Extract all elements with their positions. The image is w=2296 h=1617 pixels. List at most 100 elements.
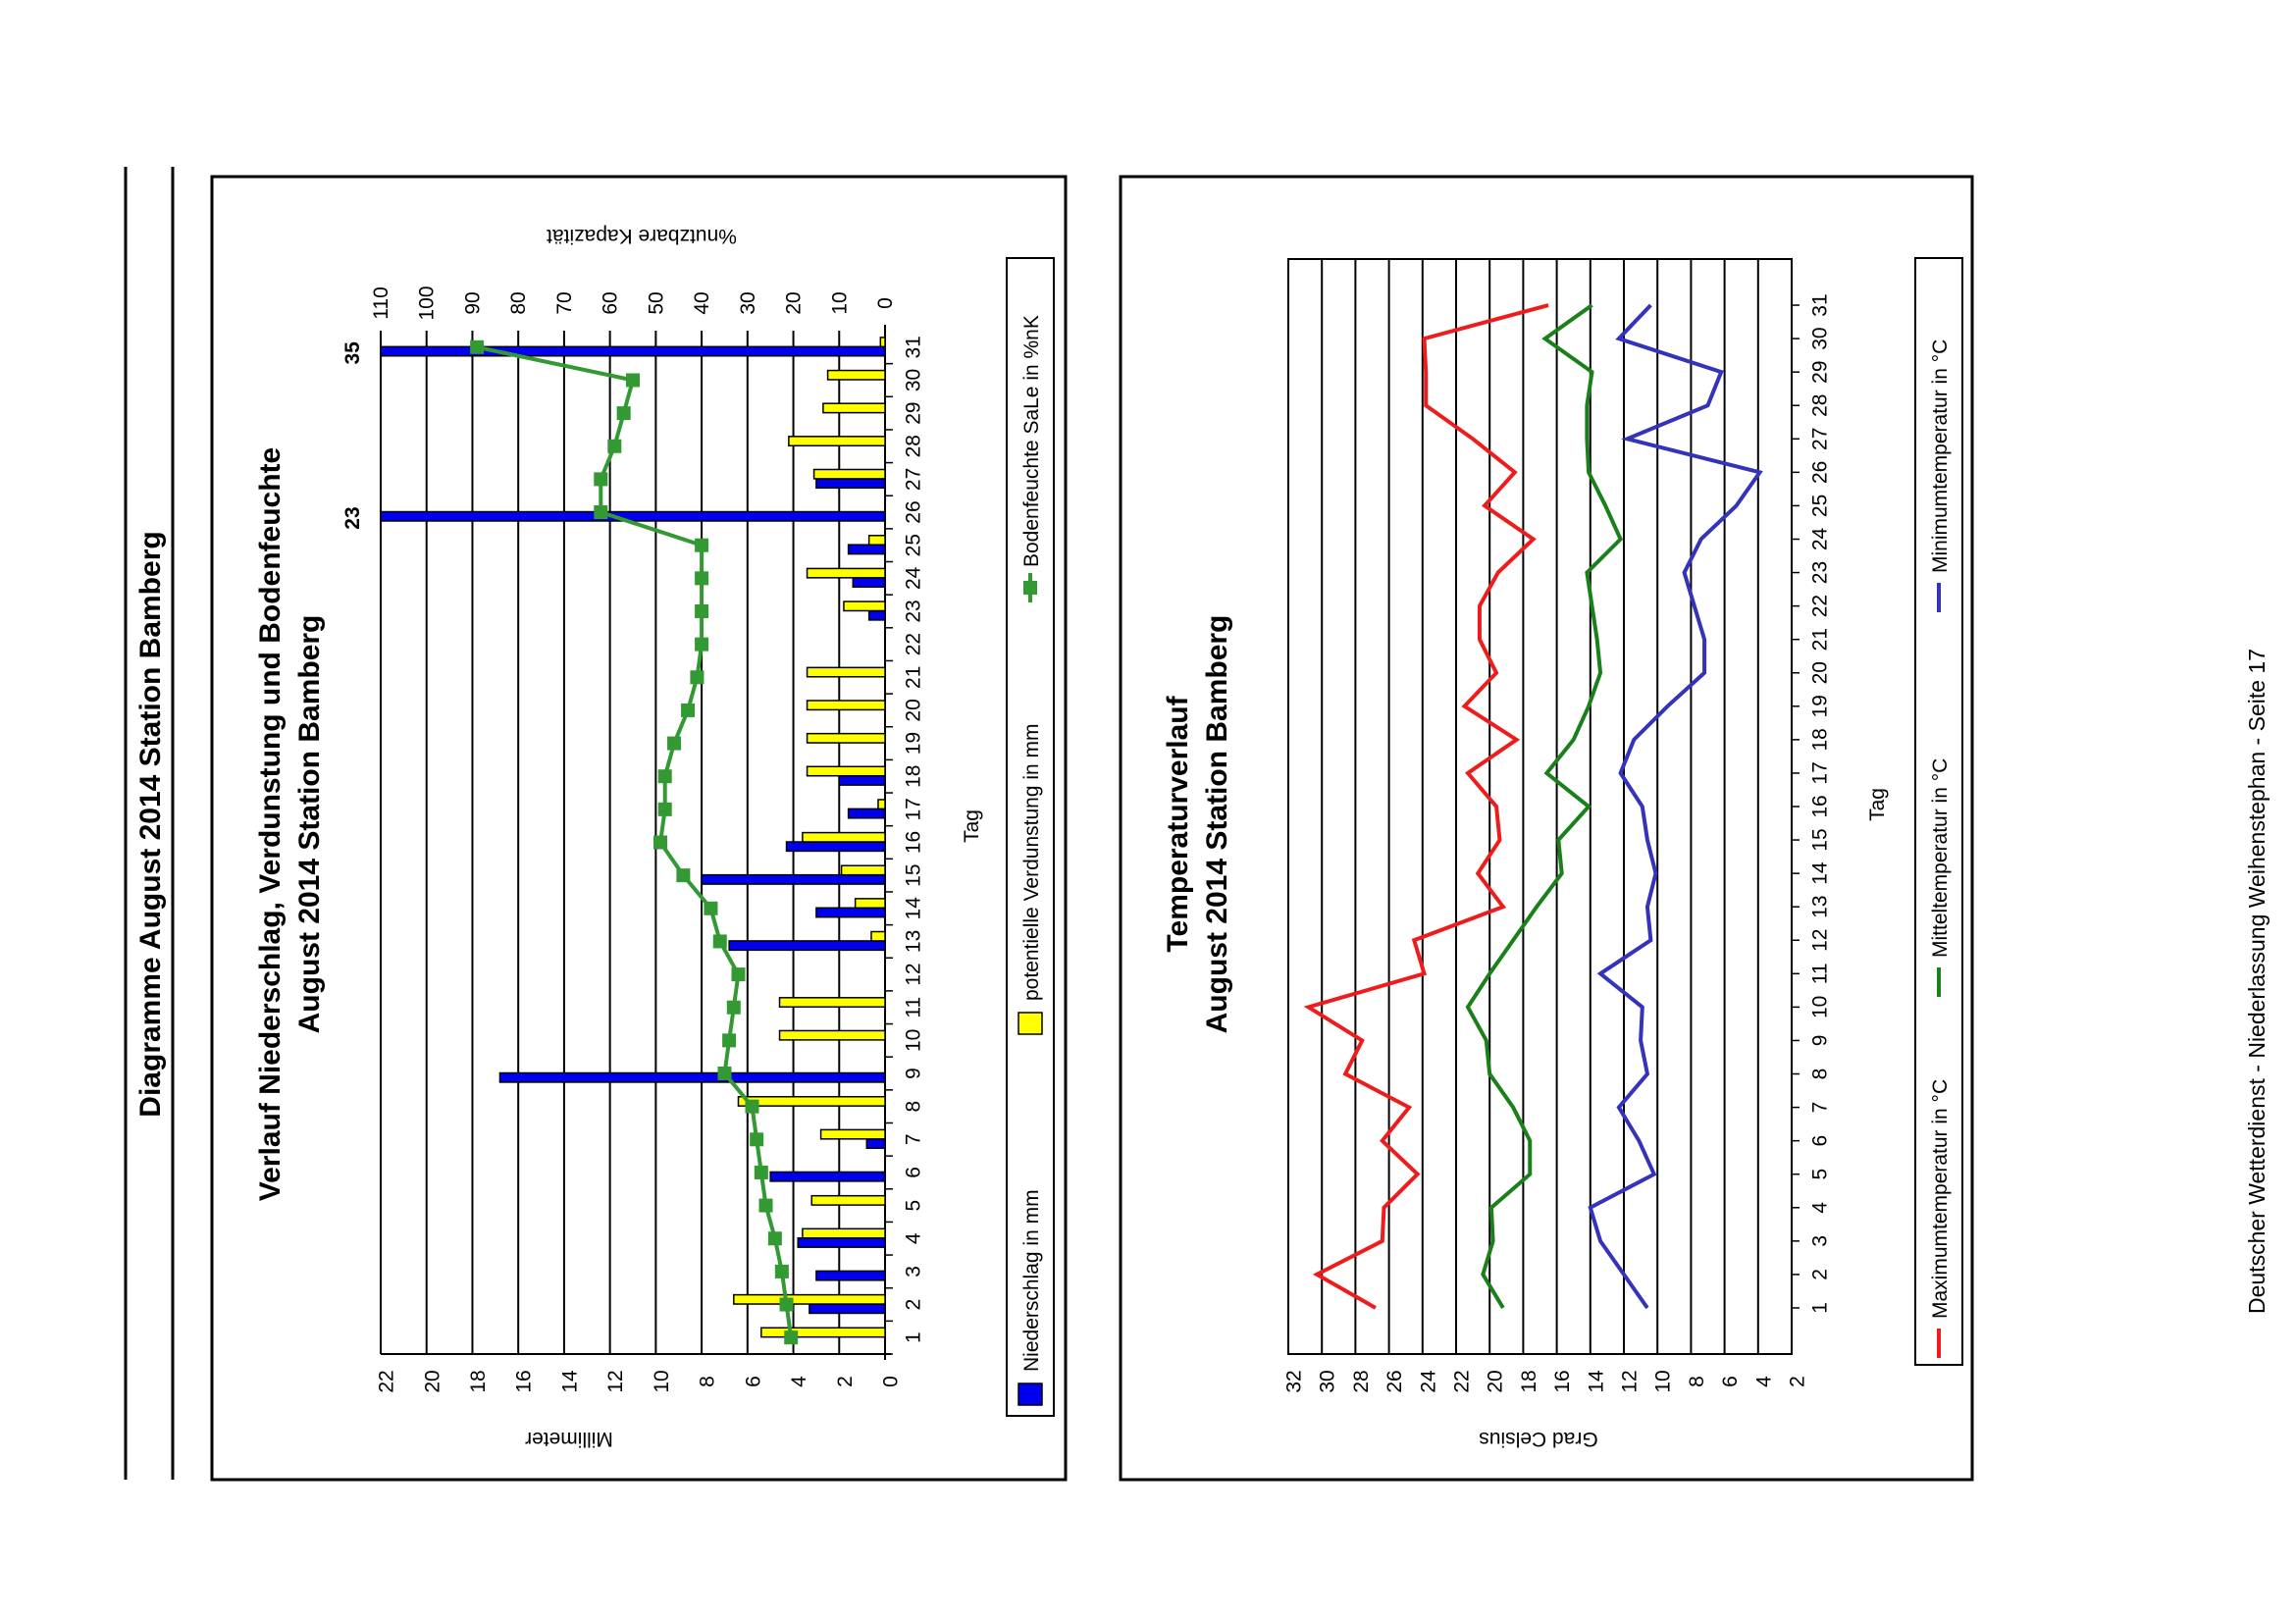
chart1-y-tick-label: 22 bbox=[376, 1370, 398, 1392]
precip-bar bbox=[769, 1171, 886, 1182]
evap-bar bbox=[822, 402, 886, 414]
chart1-x-tick-label: 28 bbox=[903, 435, 925, 457]
evap-bar bbox=[810, 1194, 886, 1206]
chart1-y2-tick-label: 30 bbox=[737, 291, 759, 314]
soil-moisture-point bbox=[774, 1264, 789, 1278]
chart2-title-line1: Temperaturverlauf bbox=[1162, 695, 1194, 952]
chart2-x-tick-label: 30 bbox=[1809, 327, 1832, 349]
chart2-x-tick-label: 5 bbox=[1809, 1169, 1832, 1180]
chart1-frame bbox=[210, 175, 1068, 1482]
evap-bar bbox=[826, 369, 886, 381]
max-temp-line bbox=[1303, 303, 1549, 1310]
chart1-y-tick-label: 20 bbox=[421, 1370, 444, 1392]
soil-moisture-point bbox=[695, 538, 709, 552]
chart2-y-tick-label: 12 bbox=[1619, 1370, 1642, 1392]
chart1-x-tick-label: 4 bbox=[903, 1232, 925, 1244]
chart2-y-tick-label: 20 bbox=[1485, 1370, 1507, 1392]
soil-moisture-point bbox=[657, 769, 672, 784]
evap-bar bbox=[778, 997, 886, 1008]
soil-moisture-point bbox=[676, 868, 691, 883]
chart1-x-tick-label: 3 bbox=[903, 1266, 925, 1278]
chart2-x-tick-label: 11 bbox=[1809, 963, 1832, 984]
chart2-y-tick-label: 14 bbox=[1585, 1370, 1607, 1393]
chart1-x-tick-label: 6 bbox=[903, 1167, 925, 1178]
chart1-x-tick-label: 23 bbox=[903, 600, 925, 622]
chart1-x-tick-label: 24 bbox=[903, 566, 925, 590]
chart2-x-tick-label: 13 bbox=[1809, 896, 1832, 918]
chart1-x-tick-label: 29 bbox=[903, 401, 925, 424]
soil-moisture-point bbox=[779, 1297, 794, 1312]
soil-moisture-line bbox=[476, 344, 794, 1338]
chart1-y2label: %nutzbare Kapazität bbox=[547, 225, 737, 247]
soil-moisture-point bbox=[726, 1000, 741, 1015]
chart2-frame bbox=[1119, 175, 1974, 1482]
chart1-x-tick-label: 31 bbox=[903, 336, 925, 358]
chart1-y2-tick-label: 90 bbox=[461, 291, 484, 314]
page-heading: Diagramme August 2014 Station Bamberg bbox=[134, 531, 167, 1117]
precip-bar bbox=[852, 577, 886, 589]
soil-moisture-point bbox=[607, 439, 622, 453]
precip-bar bbox=[867, 609, 886, 621]
precip-bar bbox=[847, 544, 886, 555]
chart2-y-tick-label: 24 bbox=[1417, 1370, 1439, 1393]
chart1-y-tick-label: 4 bbox=[788, 1376, 810, 1387]
chart2-y-tick-label: 30 bbox=[1317, 1370, 1339, 1392]
soil-moisture-point bbox=[704, 901, 718, 915]
soil-moisture-point bbox=[695, 637, 709, 652]
chart1-x-tick-label: 15 bbox=[903, 863, 925, 886]
evap-bar bbox=[879, 337, 886, 348]
chart1-legend-label: Bodenfeuchte SaLe in %nK bbox=[1020, 315, 1043, 567]
chart2-x-tick-label: 26 bbox=[1809, 461, 1832, 484]
chart1-y2-tick-label: 80 bbox=[507, 291, 530, 314]
min-temp-line bbox=[1588, 303, 1763, 1310]
chart2-y-tick-label: 2 bbox=[1787, 1376, 1809, 1387]
soil-moisture-point bbox=[667, 736, 682, 751]
chart1-x-tick-label: 27 bbox=[903, 468, 925, 491]
evap-bar bbox=[843, 600, 886, 612]
soil-moisture-point bbox=[754, 1165, 768, 1179]
chart2-x-tick-label: 12 bbox=[1809, 929, 1832, 952]
evap-bar bbox=[806, 700, 886, 711]
chart1-xlabel: Tag bbox=[961, 809, 983, 843]
soil-moisture-point bbox=[681, 703, 696, 717]
precip-bar bbox=[797, 1236, 886, 1248]
chart1-y2-tick-label: 20 bbox=[783, 291, 806, 314]
chart2-x-tick-label: 23 bbox=[1809, 561, 1832, 584]
precip-bar bbox=[785, 841, 886, 853]
chart2-x-tick-label: 31 bbox=[1809, 293, 1832, 316]
chart2-x-tick-label: 3 bbox=[1809, 1235, 1832, 1247]
chart2-y-tick-label: 16 bbox=[1551, 1370, 1574, 1392]
chart1-legend-label: potentielle Verdunstung in mm bbox=[1020, 723, 1043, 1001]
evap-bar bbox=[737, 1095, 886, 1107]
chart2-legend-box bbox=[1914, 257, 1963, 1366]
evap-bar bbox=[854, 898, 886, 910]
chart2-y-tick-label: 32 bbox=[1283, 1370, 1306, 1392]
chart1-x-tick-label: 11 bbox=[903, 997, 925, 1018]
chart2-x-tick-label: 28 bbox=[1809, 394, 1832, 417]
chart1-y-tick-label: 8 bbox=[697, 1376, 719, 1387]
chart1-y2-tick-label: 70 bbox=[553, 291, 576, 314]
soil-moisture-point bbox=[695, 603, 709, 618]
evap-bar bbox=[802, 1227, 886, 1239]
soil-moisture-point bbox=[594, 472, 608, 487]
chart1-x-tick-label: 2 bbox=[903, 1299, 925, 1311]
chart1-y-tick-label: 6 bbox=[742, 1376, 764, 1387]
soil-moisture-point bbox=[745, 1099, 759, 1114]
chart1-y2-tick-label: 110 bbox=[370, 287, 392, 319]
temperature-chart: Temperaturverlauf August 2014 Station Ba… bbox=[1162, 258, 1889, 1450]
chart1-legend-marker bbox=[1023, 581, 1037, 595]
precip-bar bbox=[815, 907, 886, 918]
evap-bar bbox=[788, 436, 886, 447]
precip-bar bbox=[380, 345, 886, 357]
soil-moisture-point bbox=[594, 505, 608, 520]
chart1-x-tick-label: 26 bbox=[903, 500, 925, 523]
chart2-legend-label: Maximumtemperatur in °C bbox=[1929, 1079, 1952, 1319]
chart1-x-tick-label: 19 bbox=[903, 732, 925, 755]
chart1-y2-tick-label: 0 bbox=[874, 297, 897, 309]
chart2-x-tick-label: 25 bbox=[1809, 495, 1832, 517]
soil-moisture-point bbox=[470, 339, 485, 354]
chart1-y-tick-label: 12 bbox=[604, 1370, 627, 1392]
soil-moisture-point bbox=[750, 1132, 764, 1147]
soil-moisture-point bbox=[722, 1033, 737, 1048]
